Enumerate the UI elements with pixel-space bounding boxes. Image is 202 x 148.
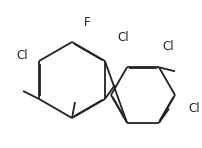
Text: Cl: Cl	[116, 30, 128, 44]
Text: Cl: Cl	[16, 49, 28, 62]
Text: F: F	[83, 16, 90, 29]
Text: Cl: Cl	[187, 102, 199, 115]
Text: Cl: Cl	[161, 40, 173, 53]
